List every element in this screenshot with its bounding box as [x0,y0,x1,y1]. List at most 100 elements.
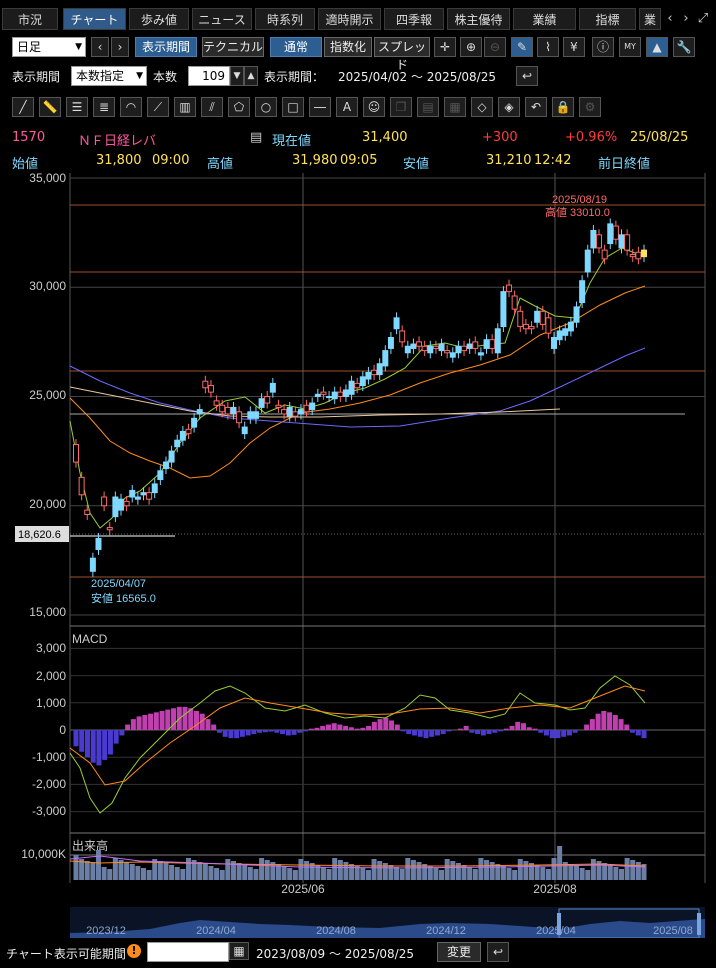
tab-ticks[interactable]: 歩み値 [129,8,189,30]
volume-bar [129,864,135,880]
volume-bar [118,860,124,880]
tab-next-icon[interactable]: › [683,11,689,26]
prev-arrow-icon[interactable]: ‹ [91,37,109,57]
tab-shikiho[interactable]: 四季報 [384,8,444,30]
yen-icon[interactable]: ¥ [563,37,585,57]
macd-histogram-bar [102,730,108,760]
zoom-out-icon[interactable]: ⊖ [484,37,506,57]
macd-tick-label: 2,000 [36,669,66,683]
display-period-button[interactable]: 表示期間 [135,37,197,57]
candle-body [191,417,198,428]
candle-body [579,280,586,304]
expand-icon[interactable]: ⤢ [697,11,709,26]
count-up-icon[interactable]: ▲ [244,66,258,86]
macd-histogram-bar [291,730,297,735]
fibonacci-icon[interactable]: ≣ [93,97,115,117]
tab-disclosure[interactable]: 適時開示 [318,8,381,30]
wrench-icon[interactable]: 🔧 [673,37,695,57]
volume-bar [275,864,281,880]
layers-icon[interactable]: ▦ [444,97,466,117]
ruler-icon[interactable]: 📏 [39,97,61,117]
tab-indicators[interactable]: 指標 [579,8,636,30]
macd-histogram-bar [148,713,154,730]
zoom-in-icon[interactable]: ⊕ [460,37,482,57]
my-settings-icon[interactable]: MY [619,37,641,57]
count-input[interactable]: 109 [188,66,230,86]
return-icon[interactable]: ↩ [487,942,509,962]
horizontal-lines-icon[interactable]: ☰ [66,97,88,117]
volume-bar [185,858,191,880]
period-mode-select[interactable]: 本数指定 ▼ [71,66,147,86]
candle-body [596,234,603,249]
macd-histogram-bar [297,730,303,733]
candle-body [427,345,434,354]
change-button[interactable]: 変更 [437,942,481,962]
next-arrow-icon[interactable]: › [111,37,129,57]
volume-bar [467,867,473,880]
volume-bar [337,860,343,880]
info-icon[interactable]: ⓘ [592,37,614,57]
macd-histogram-bar [113,730,119,744]
hline-icon[interactable]: ― [309,97,331,117]
smiley-icon[interactable]: ☺ [363,97,385,117]
draw-pen-icon[interactable]: ✎ [511,37,533,57]
volume-bar [613,867,619,880]
lock-icon[interactable]: 🔒 [552,97,574,117]
eraser-all-icon[interactable]: ◈ [498,97,520,117]
price-header: 1570 ＮＦ日経レバ ▤ 現在値 31,400 +300 +0.96% 25/… [0,128,716,149]
count-down-icon[interactable]: ▼ [230,66,244,86]
tab-timeseries[interactable]: 時系列 [255,8,315,30]
price-chart[interactable]: 2025/08/19 高値 33010.0 2025/04/07 安値 1656… [0,173,716,883]
tab-yutai[interactable]: 株主優待 [447,8,510,30]
eraser-icon[interactable]: ◇ [471,97,493,117]
candle-body [601,249,608,260]
volume-bar [259,858,265,880]
line-chart-icon[interactable]: ⌇ [537,37,559,57]
overview-navigator[interactable]: 2025/06 2025/08 2023/12 2024/04 2024/08 … [0,883,716,938]
candle-body [556,330,563,341]
area-chart-icon[interactable]: ▲ [646,37,668,57]
volume-bar [512,870,518,880]
rectangle-icon[interactable]: □ [282,97,304,117]
candle-body [483,339,490,349]
channel-icon[interactable]: ⫽ [201,97,223,117]
interval-select[interactable]: 日足 ▼ [12,37,86,57]
crosshair-icon[interactable]: ✛ [434,37,456,57]
arc-icon[interactable]: ◠ [120,97,142,117]
spread-button[interactable]: スプレッド [374,37,430,72]
normal-button[interactable]: 通常 [270,37,322,57]
candle-body [607,223,614,245]
macd-histogram-bar [498,730,504,732]
technical-button[interactable]: テクニカル [202,37,264,57]
interval-select-value: 日足 [17,40,42,54]
trendline-icon[interactable]: ╱ [12,97,34,117]
tab-chart[interactable]: チャート [63,8,126,30]
index-button[interactable]: 指数化 [324,37,372,57]
tab-earnings[interactable]: 業績 [513,8,576,30]
tab-news[interactable]: ニュース [192,8,252,30]
chevron-down-icon: ▼ [136,71,143,81]
period-date-input[interactable] [147,942,229,962]
volume-bar [326,869,332,880]
paste-icon[interactable]: ▤ [417,97,439,117]
vertical-lines-icon[interactable]: ▥ [174,97,196,117]
macd-histogram-bar [492,730,498,733]
candle-body [590,229,597,249]
circle-icon[interactable]: ○ [255,97,277,117]
tab-prev-icon[interactable]: ‹ [667,11,673,26]
calendar-icon[interactable]: ▦ [229,942,249,960]
pentagon-icon[interactable]: ⬠ [228,97,250,117]
volume-bar [135,866,141,880]
y-tick-label: 30,000 [29,279,66,293]
volume-bar [433,868,439,880]
candle-body [354,382,361,389]
tab-market[interactable]: 市況 [2,8,58,30]
copy-icon[interactable]: ❐ [390,97,412,117]
undo-icon[interactable]: ↶ [525,97,547,117]
tab-more[interactable]: 業 [639,8,661,30]
macd-histogram-bar [406,730,412,735]
fan-icon[interactable]: ⟋ [147,97,169,117]
settings-gear-icon[interactable]: ⚙ [579,97,601,117]
text-icon[interactable]: A [336,97,358,117]
return-icon[interactable]: ↩ [516,66,538,86]
